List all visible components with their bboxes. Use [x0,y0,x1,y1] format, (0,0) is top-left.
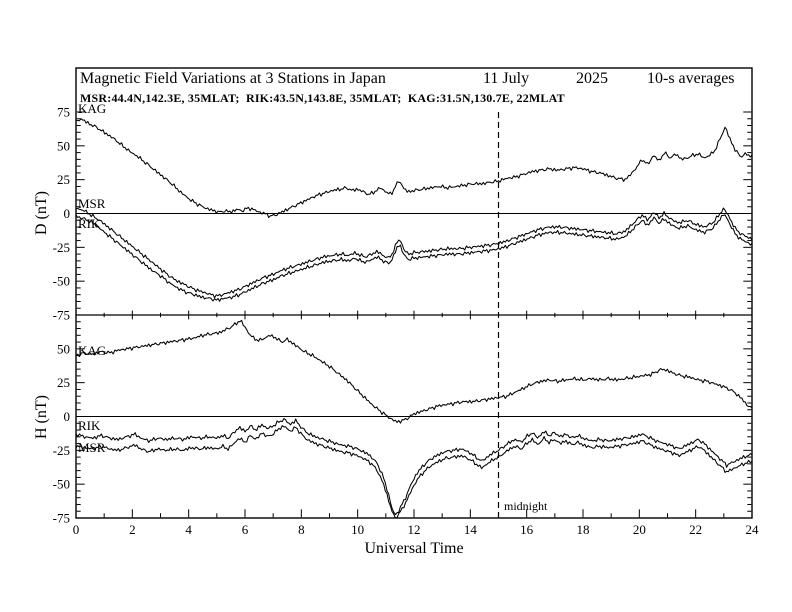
svg-text:25: 25 [57,375,70,390]
chart-averaging: 10-s averages [647,70,735,87]
chart-year: 2025 [576,70,608,87]
d-axis-label: D (nT) [33,191,50,235]
trace-label-kag-d: KAG [78,101,107,116]
svg-text:75: 75 [57,105,70,120]
plot-frame [75,67,753,519]
svg-text:-75: -75 [53,511,70,526]
svg-text:22: 22 [689,522,702,537]
svg-text:24: 24 [746,522,760,537]
trace-kag-d [75,118,753,219]
svg-text:0: 0 [64,409,71,424]
trace-label-rik-h: RIK [78,418,101,433]
svg-text:-25: -25 [53,240,70,255]
svg-text:4: 4 [185,522,192,537]
svg-text:0: 0 [73,522,80,537]
svg-text:-75: -75 [53,308,70,323]
svg-text:8: 8 [298,522,305,537]
trace-label-kag-h: KAG [78,343,107,358]
stations-subtitle: MSR:44.4N,142.3E, 35MLAT; RIK:43.5N,143.… [80,91,565,105]
midnight-label: midnight [504,499,548,513]
svg-text:12: 12 [408,522,421,537]
svg-text:6: 6 [242,522,249,537]
h-axis-label: H (nT) [33,395,50,439]
svg-text:18: 18 [577,522,590,537]
trace-rik-h [75,418,753,516]
trace-label-msr-h: MSR [78,440,106,455]
svg-text:50: 50 [57,138,70,153]
svg-text:-50: -50 [53,477,70,492]
x-axis-label: Universal Time [364,540,464,557]
svg-text:14: 14 [464,522,478,537]
trace-kag-h [75,319,753,424]
svg-text:2: 2 [129,522,136,537]
trace-label-msr-d: MSR [78,196,106,211]
trace-label-rik-d: RIK [78,216,101,231]
svg-text:20: 20 [633,522,646,537]
chart-date: 11 July [483,70,530,87]
svg-text:10: 10 [351,522,364,537]
svg-text:16: 16 [520,522,534,537]
trace-rik-d [75,214,753,302]
svg-text:0: 0 [64,206,71,221]
svg-text:-25: -25 [53,443,70,458]
chart-title: Magnetic Field Variations at 3 Stations … [80,70,386,87]
trace-msr-h [75,425,753,519]
svg-text:50: 50 [57,341,70,356]
svg-text:25: 25 [57,172,70,187]
svg-text:-50: -50 [53,274,70,289]
trace-msr-d [75,207,753,299]
